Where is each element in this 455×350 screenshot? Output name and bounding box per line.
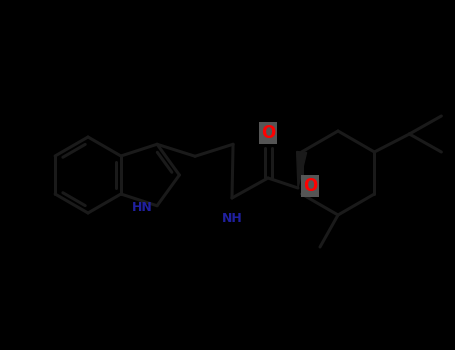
Text: HN: HN	[132, 201, 153, 214]
Text: O: O	[303, 177, 317, 195]
Text: NH: NH	[222, 212, 243, 225]
Polygon shape	[297, 152, 307, 188]
Text: O: O	[261, 124, 275, 142]
